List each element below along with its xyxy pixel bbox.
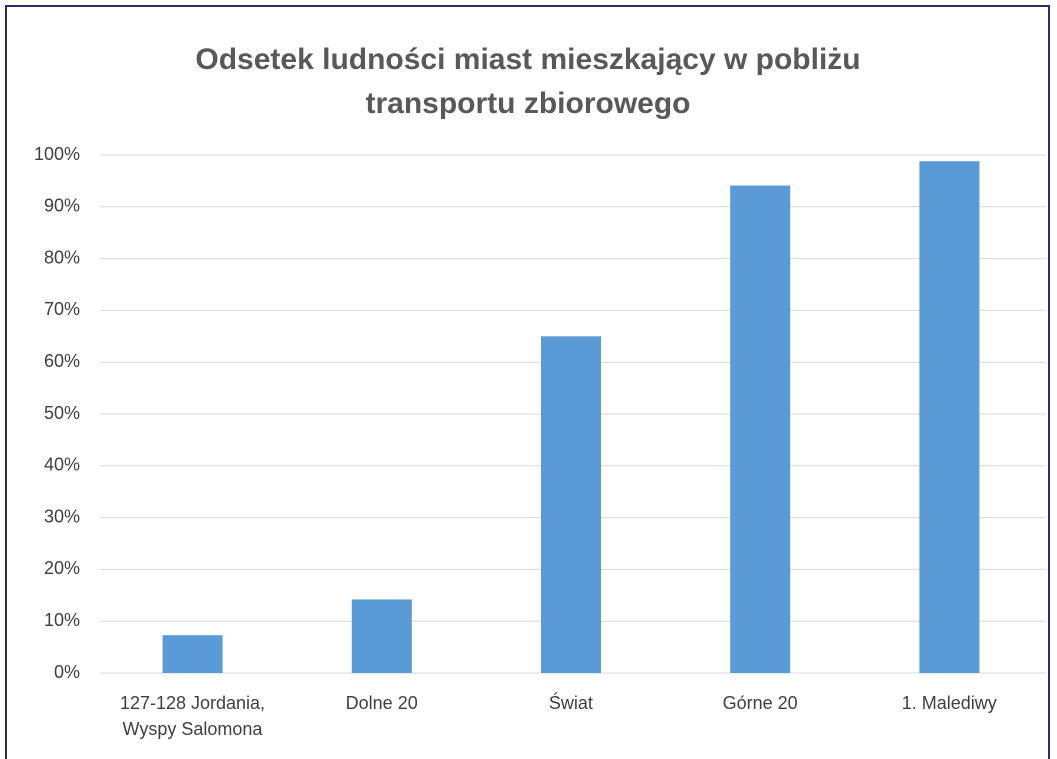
chart-title: Odsetek ludności miast mieszkający w pob… [195,43,861,120]
y-tick-label: 50% [44,403,80,423]
y-tick-label: 100% [34,144,80,164]
bar [919,161,980,673]
y-tick-label: 70% [44,299,80,319]
bar [730,185,791,673]
x-tick-label: 127-128 Jordania, Wyspy Salomona [119,693,266,739]
x-tick-label: 1. Malediwy [901,693,997,713]
y-tick-label: 10% [44,610,80,630]
bar [351,599,412,673]
y-tick-label: 80% [44,247,80,267]
x-tick-label: Świat [548,693,593,713]
y-tick-label: 0% [54,662,80,682]
bar [162,635,223,673]
x-tick-label: Dolne 20 [345,693,418,713]
y-tick-label: 30% [44,506,80,526]
bar [541,336,601,673]
y-tick-label: 60% [44,351,80,371]
chart-border [5,5,1050,759]
x-tick-label: Górne 20 [722,693,798,713]
y-tick-label: 20% [44,558,80,578]
y-tick-label: 90% [44,196,80,216]
y-tick-label: 40% [44,455,80,475]
